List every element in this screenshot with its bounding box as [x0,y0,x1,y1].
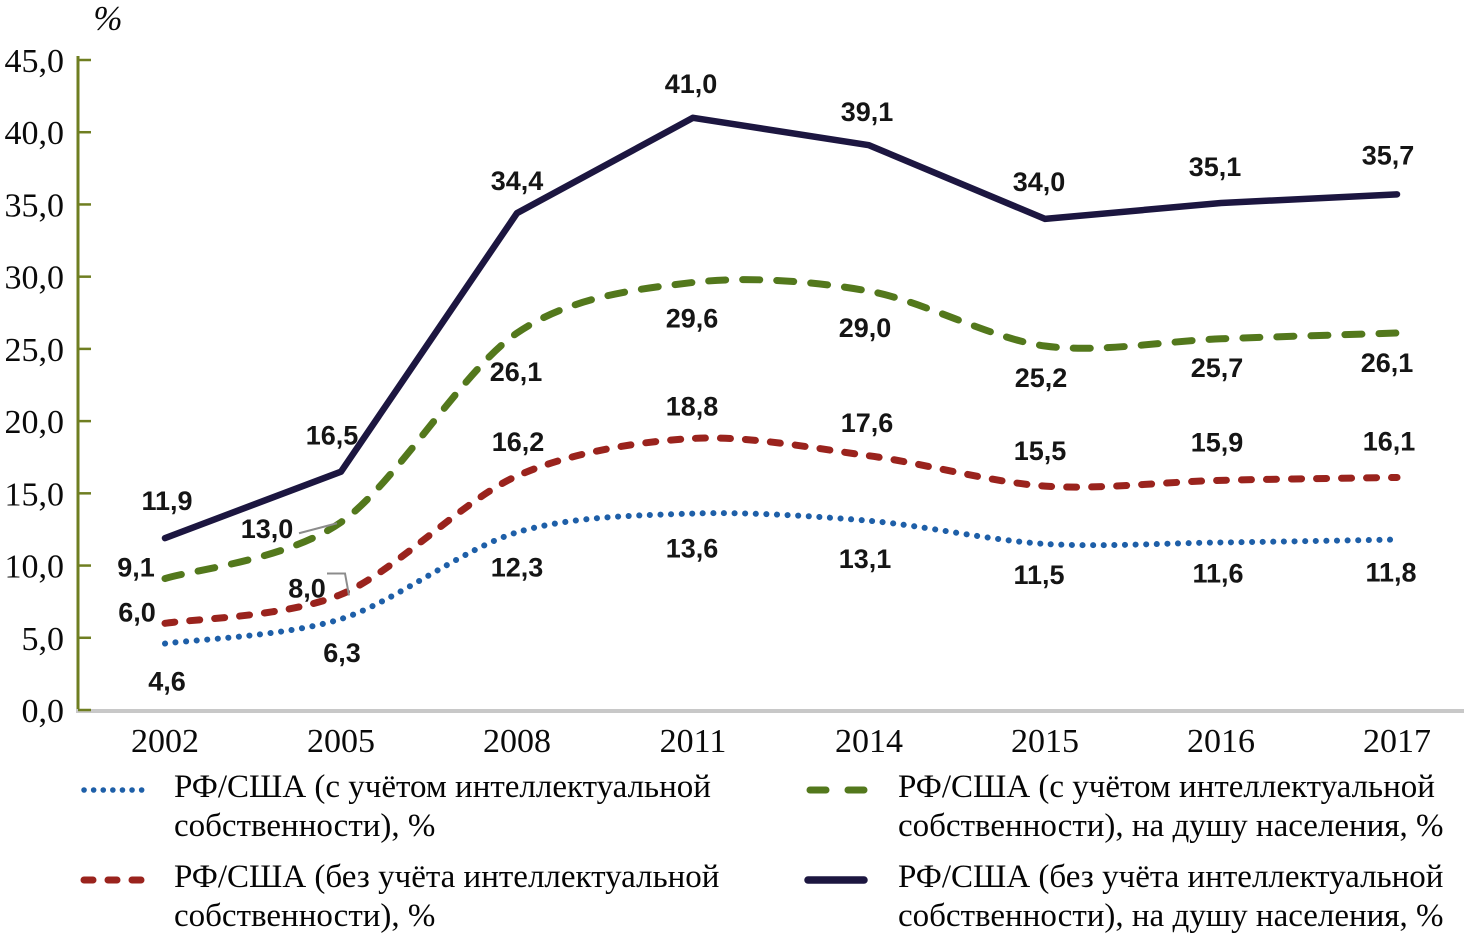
data-label: 11,9 [141,486,192,516]
legend-label-line2: собственности), на душу населения, % [898,807,1444,844]
legend-label-line1: РФ/США (с учётом интеллектуальной [898,769,1435,805]
dashed-line-swatch-icon [80,860,160,900]
legend-item-rf-usa-with-ip-per-capita: РФ/США (с учётом интеллектуальной собств… [804,768,1474,846]
data-label: 16,5 [306,421,359,451]
x-tick-label: 2015 [1011,723,1079,760]
legend-label: РФ/США (с учётом интеллектуальной собств… [174,768,711,846]
data-label: 6,3 [323,638,361,668]
x-tick-label: 2016 [1187,723,1255,760]
y-tick-label: 35,0 [5,187,65,224]
data-label: 17,6 [841,408,894,438]
data-label: 39,1 [841,97,894,127]
data-label: 13,6 [666,534,719,564]
x-tick-label: 2017 [1363,723,1431,760]
data-label: 34,4 [491,166,544,196]
x-tick-label: 2014 [835,723,903,760]
legend-label: РФ/США (с учётом интеллектуальной собств… [898,768,1444,846]
data-label: 29,6 [666,303,719,333]
data-label: 15,5 [1014,436,1067,466]
data-label: 13,1 [839,544,892,574]
data-label: 25,7 [1191,353,1244,383]
series-line-0 [162,510,1400,647]
data-label: 26,1 [490,357,543,387]
y-tick-label: 5,0 [22,621,65,658]
y-tick-label: 25,0 [5,332,65,369]
data-label: 41,0 [665,69,718,99]
data-label: 18,8 [666,391,719,421]
y-tick-label: 45,0 [5,43,65,80]
data-label: 12,3 [491,552,544,582]
legend-label-line2: собственности), % [174,807,436,844]
data-label: 4,6 [148,667,186,697]
data-label: 26,1 [1361,348,1414,378]
leader-line [327,572,350,596]
y-tick-label: 10,0 [5,549,65,586]
legend-label-line2: собственности), на душу населения, % [898,897,1444,934]
data-label: 29,0 [839,313,892,343]
legend-item-rf-usa-without-ip: РФ/США (без учёта интеллектуальной собст… [80,858,786,936]
solid-line-swatch-icon [804,860,884,900]
data-label: 35,1 [1189,152,1242,182]
x-tick-label: 2005 [307,723,375,760]
y-tick-label: 30,0 [5,260,65,297]
series-line-1 [161,276,1401,583]
x-tick-label: 2011 [660,723,727,760]
y-tick-label: 40,0 [5,115,65,152]
legend-label-line1: РФ/США (с учётом интеллектуальной [174,769,711,805]
data-label: 15,9 [1191,427,1244,457]
chart-legend: РФ/США (с учётом интеллектуальной собств… [0,762,1482,936]
legend-label: РФ/США (без учёта интеллектуальной собст… [898,858,1444,936]
data-label: 6,0 [118,597,156,627]
chart-canvas: 0,0 5,0 10,0 15,0 20,0 25,0 30,0 35,0 40,0 45,0% 2… [5,0,1464,760]
y-tick-label: 15,0 [5,476,65,513]
data-label: 9,1 [117,553,155,583]
legend-item-rf-usa-without-ip-per-capita: РФ/США (без учёта интеллектуальной собст… [804,858,1474,936]
y-axis-title: % [93,0,122,38]
data-label: 8,0 [288,573,326,603]
data-label: 11,6 [1192,558,1243,588]
data-label: 11,5 [1013,560,1064,590]
dotted-line-swatch-icon [80,770,160,810]
y-tick-label: 0,0 [22,693,65,730]
data-label: 16,1 [1363,426,1416,456]
x-tick-label: 2002 [131,723,199,760]
series-line-2 [161,434,1401,627]
legend-label-line1: РФ/США (без учёта интеллектуальной [898,858,1444,895]
series-line-3 [161,114,1401,542]
data-label: 25,2 [1015,363,1068,393]
legend-label-line2: собственности), % [174,897,436,934]
legend-label-line1: РФ/США (без учёта интеллектуальной [174,858,720,895]
x-tick-label: 2008 [483,723,551,760]
data-label: 35,7 [1362,140,1415,170]
dashed-line-swatch-icon [804,770,884,810]
legend-item-rf-usa-with-ip: РФ/США (с учётом интеллектуальной собств… [80,768,786,846]
data-label: 16,2 [492,427,545,457]
y-tick-label: 20,0 [5,404,65,441]
data-label: 11,8 [1365,558,1416,588]
data-label: 13,0 [241,514,294,544]
data-label: 34,0 [1013,167,1066,197]
leader-line [298,522,338,535]
legend-label: РФ/США (без учёта интеллектуальной собст… [174,858,719,936]
